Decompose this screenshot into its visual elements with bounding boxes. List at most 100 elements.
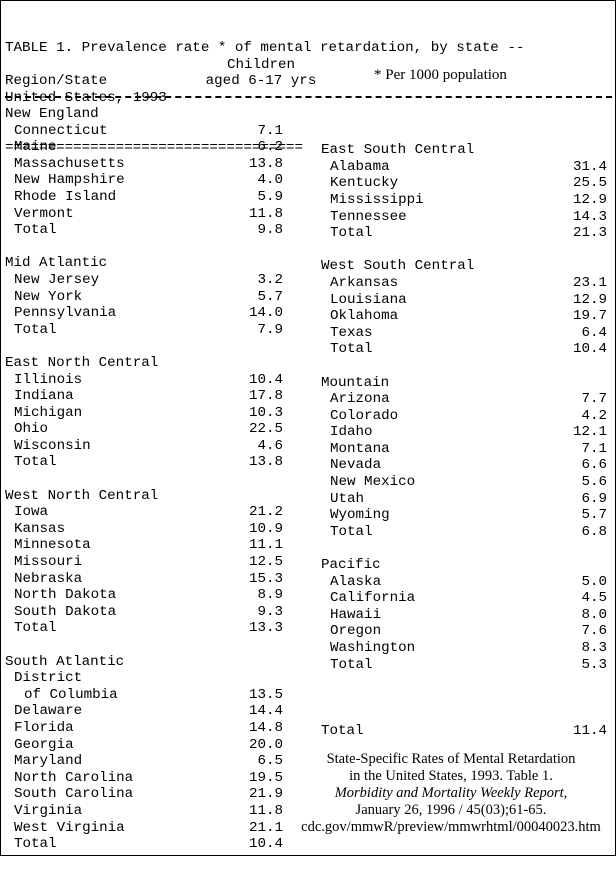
region-block: South Atlantic District of Columbia 13.5 Del… bbox=[5, 654, 295, 853]
state-row: Florida 14.8 bbox=[5, 720, 295, 737]
rate-value: 21.1 bbox=[248, 819, 283, 836]
state-name: Mississippi bbox=[330, 191, 424, 208]
region-name: East North Central bbox=[5, 354, 159, 371]
state-row: South Carolina 21.9 bbox=[5, 786, 295, 803]
state-name: New York bbox=[14, 288, 83, 305]
region-block: East South Central Alabama 31.4 Kentucky 25.… bbox=[321, 142, 611, 242]
region-heading: New England bbox=[5, 106, 295, 123]
citation-url: cdc.gov/mmwR/preview/mmwrhtml/00040023.h… bbox=[301, 819, 601, 835]
region-total-row: Total 9.8 bbox=[5, 222, 295, 239]
state-name: Total bbox=[330, 523, 373, 540]
state-name: Florida bbox=[14, 719, 74, 736]
rate-value: 5.9 bbox=[257, 188, 283, 205]
rate-value: 13.3 bbox=[248, 620, 283, 637]
region-block: West North Central Iowa 21.2 Kansas 10.9 Minn… bbox=[5, 488, 295, 637]
per-1000-note: * Per 1000 population bbox=[374, 67, 507, 83]
state-row: Massachusetts 13.8 bbox=[5, 156, 295, 173]
citation-line-1: State-Specific Rates of Mental Retardati… bbox=[326, 751, 576, 767]
rate-value: 14.3 bbox=[572, 208, 607, 225]
state-name: Illinois bbox=[14, 371, 83, 388]
rate-value: 11.1 bbox=[248, 537, 283, 554]
state-row: Oklahoma 19.7 bbox=[321, 308, 611, 325]
state-name: Arkansas bbox=[330, 274, 399, 291]
state-row: Maine 6.2 bbox=[5, 139, 295, 156]
state-name: Hawaii bbox=[330, 606, 382, 623]
rate-value: 6.5 bbox=[257, 753, 283, 770]
region-total-row: Total 13.3 bbox=[5, 620, 295, 637]
rate-value: 4.6 bbox=[257, 437, 283, 454]
region-state-header: Region/State bbox=[5, 73, 108, 89]
state-row: Rhode Island 5.9 bbox=[5, 189, 295, 206]
state-name: Ohio bbox=[14, 421, 49, 438]
state-name: Pennsylvania bbox=[14, 305, 117, 322]
rate-value: 13.5 bbox=[248, 686, 283, 703]
state-row: North Dakota 8.9 bbox=[5, 587, 295, 604]
region-name: West North Central bbox=[5, 487, 159, 504]
state-name: Indiana bbox=[14, 388, 74, 405]
rate-value: 10.4 bbox=[248, 836, 283, 853]
state-row: Alaska 5.0 bbox=[321, 574, 611, 591]
state-name: Maryland bbox=[14, 753, 83, 770]
rate-value: 13.8 bbox=[248, 155, 283, 172]
state-name: West Virginia bbox=[14, 819, 125, 836]
state-name: Connecticut bbox=[14, 122, 108, 139]
state-row: New Hampshire 4.0 bbox=[5, 172, 295, 189]
state-name: Maine bbox=[14, 139, 57, 156]
header-divider bbox=[5, 96, 612, 98]
rate-value: 21.3 bbox=[572, 225, 607, 242]
state-row: Mississippi 12.9 bbox=[321, 192, 611, 209]
rate-value: 6.6 bbox=[581, 457, 607, 474]
state-row: Nebraska 15.3 bbox=[5, 571, 295, 588]
region-name: West South Central bbox=[321, 258, 475, 275]
rate-value: 12.9 bbox=[572, 191, 607, 208]
state-name: Louisiana bbox=[330, 291, 407, 308]
state-name: Montana bbox=[330, 440, 390, 457]
state-row: Nevada 6.6 bbox=[321, 457, 611, 474]
rate-value: 12.5 bbox=[248, 554, 283, 571]
right-column: East South Central Alabama 31.4 Kentucky 25.… bbox=[321, 109, 611, 773]
state-row: Kentucky 25.5 bbox=[321, 175, 611, 192]
region-name: New England bbox=[5, 106, 99, 122]
state-name: Virginia bbox=[14, 802, 83, 819]
state-row: Louisiana 12.9 bbox=[321, 292, 611, 309]
citation: State-Specific Rates of Mental Retardati… bbox=[291, 751, 611, 836]
state-name: Arizona bbox=[330, 391, 390, 408]
rate-value: 4.5 bbox=[581, 590, 607, 607]
rate-value: 21.2 bbox=[248, 504, 283, 521]
region-total-row: Total 5.3 bbox=[321, 657, 611, 674]
citation-line-2: in the United States, 1993. Table 1. bbox=[349, 768, 553, 784]
region-block: Pacific Alaska 5.0 California 4.5 Hawaii 8.0 Or… bbox=[321, 557, 611, 673]
state-name: Oklahoma bbox=[330, 308, 399, 325]
rate-value: 10.4 bbox=[572, 341, 607, 358]
state-name: North Dakota bbox=[14, 587, 117, 604]
state-name: Georgia bbox=[14, 736, 74, 753]
state-row: New Mexico 5.6 bbox=[321, 474, 611, 491]
state-row: North Carolina 19.5 bbox=[5, 770, 295, 787]
rate-value: 5.0 bbox=[581, 573, 607, 590]
region-block: East North Central Illinois 10.4 Indiana 17.… bbox=[5, 355, 295, 471]
rate-value: 12.9 bbox=[572, 291, 607, 308]
region-heading: Pacific bbox=[321, 557, 611, 574]
grand-total-value: 11.4 bbox=[572, 722, 607, 739]
state-row: New York 5.7 bbox=[5, 289, 295, 306]
rate-value: 7.1 bbox=[581, 440, 607, 457]
state-name: Texas bbox=[330, 324, 373, 341]
state-name: Total bbox=[14, 454, 57, 471]
state-name: Nebraska bbox=[14, 570, 83, 587]
state-name: New Jersey bbox=[14, 271, 100, 288]
citation-journal: Morbidity and Mortality Weekly Report, bbox=[334, 785, 568, 801]
state-row: Michigan 10.3 bbox=[5, 405, 295, 422]
rate-value: 3.2 bbox=[257, 271, 283, 288]
rate-value: 10.9 bbox=[248, 520, 283, 537]
rate-value: 7.1 bbox=[257, 122, 283, 139]
state-row: Ohio 22.5 bbox=[5, 421, 295, 438]
rate-value: 5.3 bbox=[581, 656, 607, 673]
state-name: South Carolina bbox=[14, 786, 134, 803]
rate-value: 9.8 bbox=[257, 222, 283, 239]
rate-value: 10.4 bbox=[248, 371, 283, 388]
rate-value: 19.5 bbox=[248, 769, 283, 786]
state-row: California 4.5 bbox=[321, 590, 611, 607]
state-name: Iowa bbox=[14, 504, 49, 521]
state-name: Washington bbox=[330, 640, 416, 656]
title-line-2: United States, 1993 bbox=[5, 89, 167, 106]
